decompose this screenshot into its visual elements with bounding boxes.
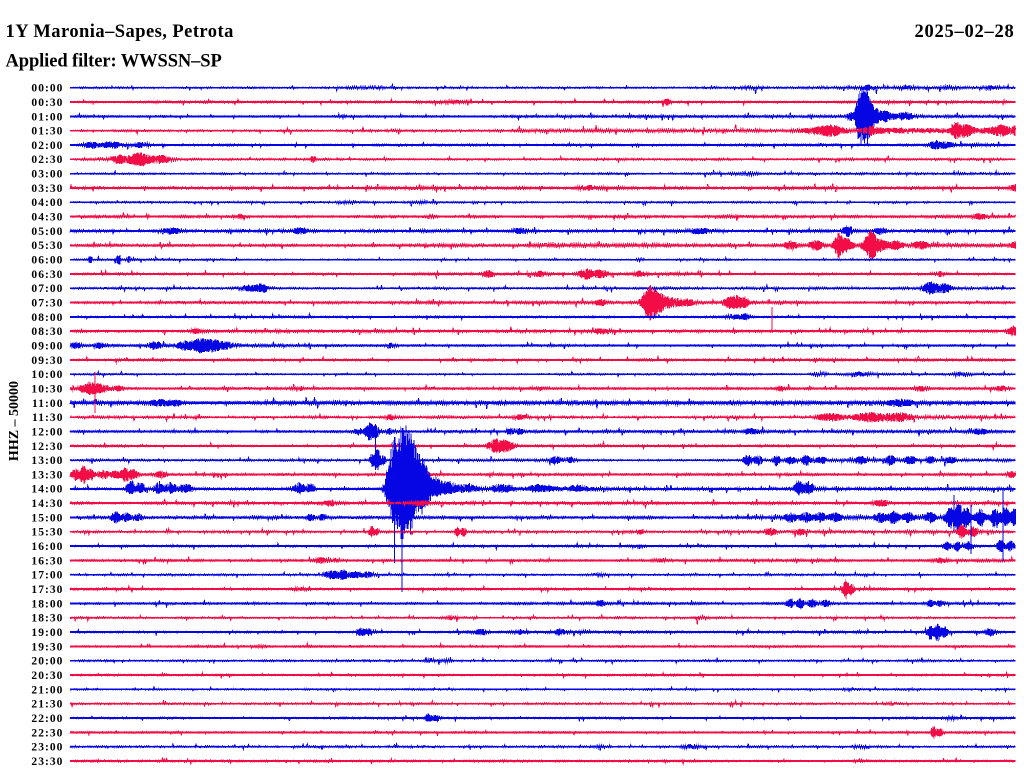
- svg-text:19:00: 19:00: [31, 627, 63, 639]
- svg-text:16:00: 16:00: [31, 541, 63, 553]
- svg-text:2025–02–28: 2025–02–28: [915, 22, 1015, 42]
- svg-text:10:00: 10:00: [31, 369, 63, 381]
- svg-text:1Y Maronia–Sapes, Petrota: 1Y Maronia–Sapes, Petrota: [6, 22, 234, 42]
- svg-text:12:30: 12:30: [31, 441, 63, 453]
- svg-text:18:30: 18:30: [31, 613, 63, 625]
- svg-text:11:00: 11:00: [32, 398, 63, 410]
- svg-text:20:00: 20:00: [31, 656, 63, 668]
- svg-text:06:00: 06:00: [31, 255, 63, 267]
- svg-text:15:00: 15:00: [31, 512, 63, 524]
- svg-text:14:00: 14:00: [31, 484, 63, 496]
- svg-text:16:30: 16:30: [31, 555, 63, 567]
- svg-text:04:30: 04:30: [31, 212, 63, 224]
- svg-text:09:30: 09:30: [31, 355, 63, 367]
- svg-text:07:30: 07:30: [31, 298, 63, 310]
- svg-text:00:00: 00:00: [31, 83, 63, 95]
- svg-text:08:00: 08:00: [31, 312, 63, 324]
- svg-text:23:30: 23:30: [31, 756, 63, 768]
- svg-text:17:30: 17:30: [31, 584, 63, 596]
- svg-text:22:00: 22:00: [31, 713, 63, 725]
- svg-text:12:00: 12:00: [31, 426, 63, 438]
- svg-text:21:00: 21:00: [31, 684, 63, 696]
- svg-text:21:30: 21:30: [31, 699, 63, 711]
- svg-text:14:30: 14:30: [31, 498, 63, 510]
- svg-text:07:00: 07:00: [31, 283, 63, 295]
- svg-text:22:30: 22:30: [31, 727, 63, 739]
- svg-text:13:00: 13:00: [31, 455, 63, 467]
- svg-text:09:00: 09:00: [31, 341, 63, 353]
- svg-text:18:00: 18:00: [31, 598, 63, 610]
- svg-text:05:30: 05:30: [31, 240, 63, 252]
- svg-text:17:00: 17:00: [31, 570, 63, 582]
- svg-text:03:00: 03:00: [31, 169, 63, 181]
- svg-text:11:30: 11:30: [32, 412, 63, 424]
- svg-text:01:00: 01:00: [31, 111, 63, 123]
- svg-text:15:30: 15:30: [31, 527, 63, 539]
- svg-text:13:30: 13:30: [31, 469, 63, 481]
- svg-text:Applied filter: WWSSN–SP: Applied filter: WWSSN–SP: [6, 52, 222, 72]
- svg-text:19:30: 19:30: [31, 641, 63, 653]
- svg-text:23:00: 23:00: [31, 742, 63, 754]
- svg-text:HHZ – 50000: HHZ – 50000: [7, 381, 22, 461]
- svg-text:02:00: 02:00: [31, 140, 63, 152]
- svg-text:06:30: 06:30: [31, 269, 63, 281]
- svg-text:00:30: 00:30: [31, 97, 63, 109]
- svg-text:08:30: 08:30: [31, 326, 63, 338]
- svg-text:02:30: 02:30: [31, 154, 63, 166]
- svg-text:01:30: 01:30: [31, 126, 63, 138]
- svg-text:03:30: 03:30: [31, 183, 63, 195]
- svg-text:04:00: 04:00: [31, 197, 63, 209]
- svg-text:20:30: 20:30: [31, 670, 63, 682]
- svg-text:10:30: 10:30: [31, 383, 63, 395]
- svg-text:05:00: 05:00: [31, 226, 63, 238]
